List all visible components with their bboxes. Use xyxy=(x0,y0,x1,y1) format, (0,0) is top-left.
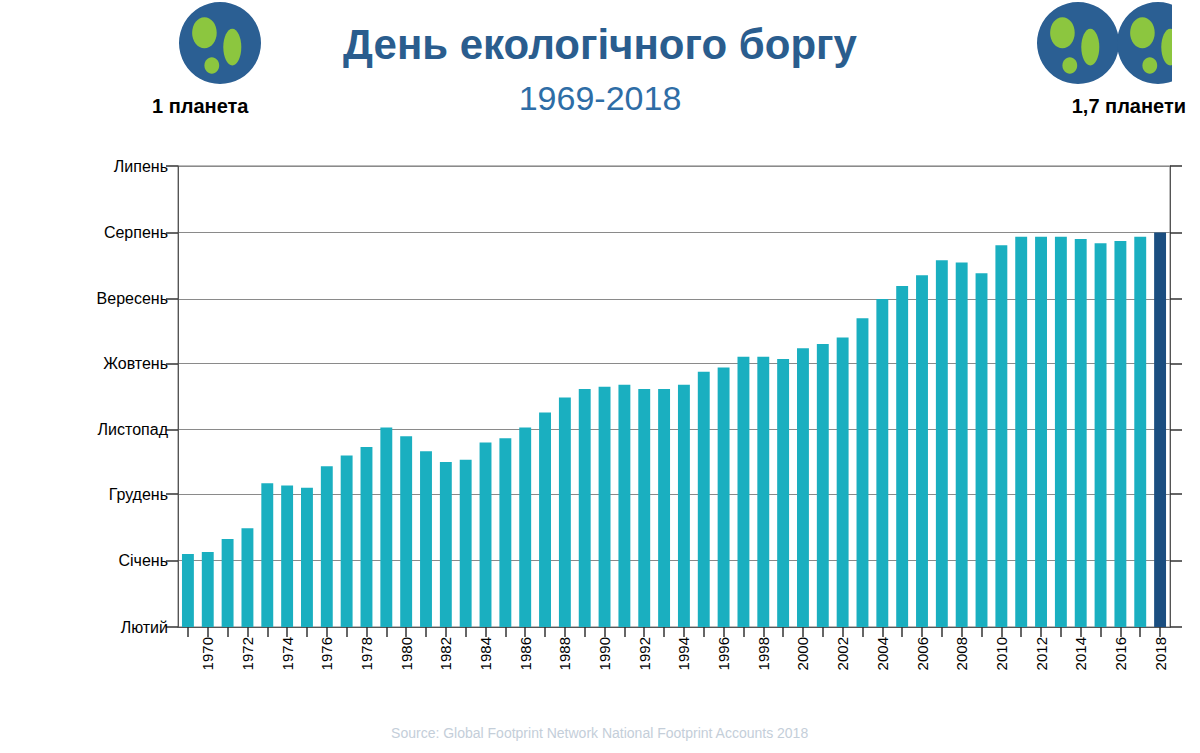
svg-text:2002: 2002 xyxy=(834,637,851,670)
svg-text:Листопад: Листопад xyxy=(98,421,169,438)
svg-text:1 планета: 1 планета xyxy=(152,95,249,117)
svg-text:2006: 2006 xyxy=(914,637,931,670)
svg-text:1974: 1974 xyxy=(279,637,296,670)
svg-text:1969-2018: 1969-2018 xyxy=(519,79,682,117)
svg-text:2016: 2016 xyxy=(1112,637,1129,670)
svg-text:1998: 1998 xyxy=(755,637,772,670)
svg-text:Source: Global Footprint Netwo: Source: Global Footprint Network Nationa… xyxy=(391,725,808,741)
svg-text:День екологічного боргу: День екологічного боргу xyxy=(343,21,857,68)
svg-text:1994: 1994 xyxy=(675,637,692,670)
svg-text:1992: 1992 xyxy=(636,637,653,670)
svg-text:1982: 1982 xyxy=(437,637,454,670)
svg-text:2010: 2010 xyxy=(993,637,1010,670)
svg-text:Грудень: Грудень xyxy=(109,486,168,503)
svg-text:1986: 1986 xyxy=(517,637,534,670)
svg-text:1996: 1996 xyxy=(715,637,732,670)
svg-text:1988: 1988 xyxy=(556,637,573,670)
svg-text:Вересень: Вересень xyxy=(97,290,168,307)
svg-text:Лютий: Лютий xyxy=(121,619,168,636)
svg-text:1972: 1972 xyxy=(239,637,256,670)
svg-text:Серпень: Серпень xyxy=(104,224,168,241)
svg-text:1970: 1970 xyxy=(199,637,216,670)
svg-text:2012: 2012 xyxy=(1033,637,1050,670)
svg-text:2014: 2014 xyxy=(1072,637,1089,670)
svg-text:2018: 2018 xyxy=(1152,637,1169,670)
svg-text:2000: 2000 xyxy=(794,637,811,670)
svg-text:Жовтень: Жовтень xyxy=(103,355,168,372)
svg-text:Січень: Січень xyxy=(118,552,168,569)
svg-text:2008: 2008 xyxy=(953,637,970,670)
svg-text:1980: 1980 xyxy=(398,637,415,670)
svg-text:1978: 1978 xyxy=(358,637,375,670)
svg-text:1984: 1984 xyxy=(477,637,494,670)
svg-text:2004: 2004 xyxy=(874,637,891,670)
svg-text:Липень: Липень xyxy=(114,158,168,175)
svg-text:1990: 1990 xyxy=(596,637,613,670)
svg-text:1976: 1976 xyxy=(318,637,335,670)
svg-text:1,7 планети: 1,7 планети xyxy=(1072,95,1186,117)
